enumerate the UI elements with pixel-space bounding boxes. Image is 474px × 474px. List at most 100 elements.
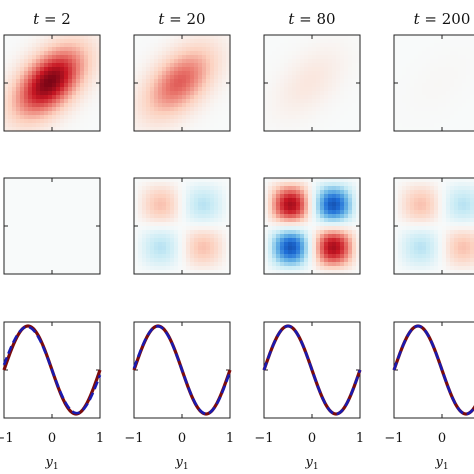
row2-heatmap-cell [446,246,451,251]
row2-heatmap-cell [154,198,159,203]
row2-heatmap-cell [96,258,101,263]
row2-heatmap-cell [20,230,25,235]
row1-heatmap-cell [190,71,195,76]
row1-heatmap-cell [12,91,17,96]
row2-heatmap-cell [264,178,269,183]
row2-heatmap-cell [316,178,321,183]
row2-heatmap-cell [332,230,337,235]
row2-heatmap-cell [178,194,183,199]
row2-heatmap-cell [194,242,199,247]
row2-heatmap-cell [438,210,443,215]
row2-heatmap-cell [300,238,305,243]
row2-heatmap-cell [336,178,341,183]
row2-heatmap-cell [158,222,163,227]
row1-heatmap-cell [44,115,49,120]
row1-heatmap-cell [422,63,427,68]
row1-heatmap-cell [308,67,313,72]
row1-heatmap-cell [280,59,285,64]
row2-heatmap-cell [24,222,29,227]
row2-heatmap-cell [450,250,455,255]
row2-heatmap-cell [80,194,85,199]
row1-heatmap-cell [316,91,321,96]
row2-heatmap-cell [462,218,467,223]
row2-heatmap-cell [186,194,191,199]
row2-heatmap-cell [454,194,459,199]
row2-heatmap-cell [336,186,341,191]
row1-heatmap-cell [442,71,447,76]
row2-heatmap-cell [434,190,439,195]
row2-heatmap-cell [414,186,419,191]
row1-heatmap-cell [352,47,357,52]
row2-heatmap-cell [36,234,41,239]
row2-heatmap-cell [332,182,337,187]
row1-heatmap-cell [202,43,207,48]
row2-heatmap-cell [446,230,451,235]
row2-heatmap-cell [272,238,277,243]
row2-heatmap-cell [414,270,419,275]
row2-heatmap-cell [198,246,203,251]
row1-heatmap-cell [280,63,285,68]
row2-heatmap-cell [470,254,474,259]
row1-heatmap-cell [96,115,101,120]
row1-heatmap-cell [32,103,37,108]
row2-heatmap-cell [142,194,147,199]
row1-heatmap-cell [352,91,357,96]
row1-heatmap-cell [134,95,139,100]
row2-heatmap-cell [158,250,163,255]
row1-heatmap-cell [96,67,101,72]
row2-heatmap-cell [20,234,25,239]
row2-heatmap-cell [292,190,297,195]
row2-heatmap-cell [178,178,183,183]
row1-heatmap-cell [88,123,93,128]
row1-heatmap-cell [52,119,57,124]
row1-heatmap-cell [202,119,207,124]
row1-heatmap-cell [430,75,435,80]
row2-heatmap-cell [60,210,65,215]
row2-heatmap-cell [194,190,199,195]
row1-heatmap-cell [328,71,333,76]
row2-heatmap-cell [280,230,285,235]
row1-heatmap-cell [268,99,273,104]
row1-heatmap-cell [308,107,313,112]
row2-heatmap-cell [142,206,147,211]
row2-heatmap-cell [68,206,73,211]
row2-heatmap-cell [402,262,407,267]
row2-heatmap-cell [186,182,191,187]
row2-heatmap-cell [454,250,459,255]
row2-heatmap-cell [450,214,455,219]
row2-heatmap-cell [174,190,179,195]
row2-heatmap-cell [426,214,431,219]
row1-heatmap-cell [44,43,49,48]
row2-heatmap-cell [12,186,17,191]
row2-heatmap-cell [332,198,337,203]
row2-heatmap-cell [410,190,415,195]
row1-heatmap-cell [24,99,29,104]
row2-heatmap-cell [12,270,17,275]
row1-heatmap-cell [304,71,309,76]
row2-heatmap-cell [162,258,167,263]
row1-heatmap-cell [174,127,179,132]
row1-heatmap-cell [222,67,227,72]
row2-heatmap-cell [174,270,179,275]
row2-heatmap-cell [328,214,333,219]
row1-heatmap-cell [340,107,345,112]
row1-heatmap-cell [280,123,285,128]
row1-heatmap-cell [344,87,349,92]
row1-heatmap-cell [92,59,97,64]
row2-heatmap-cell [300,270,305,275]
row2-heatmap-cell [162,226,167,231]
row1-heatmap-cell [430,63,435,68]
row2-heatmap-cell [430,182,435,187]
row2-heatmap-cell [16,262,21,267]
row2-heatmap-cell [304,242,309,247]
row2-heatmap-cell [24,178,29,183]
row2-heatmap-cell [268,206,273,211]
row1-heatmap-cell [4,43,9,48]
row1-heatmap-cell [88,51,93,56]
row2-heatmap-cell [426,210,431,215]
row2-heatmap-cell [470,178,474,183]
row2-heatmap-cell [394,226,399,231]
row1-heatmap-cell [12,115,17,120]
row1-heatmap-cell [462,123,467,128]
row2-heatmap-cell [8,246,13,251]
